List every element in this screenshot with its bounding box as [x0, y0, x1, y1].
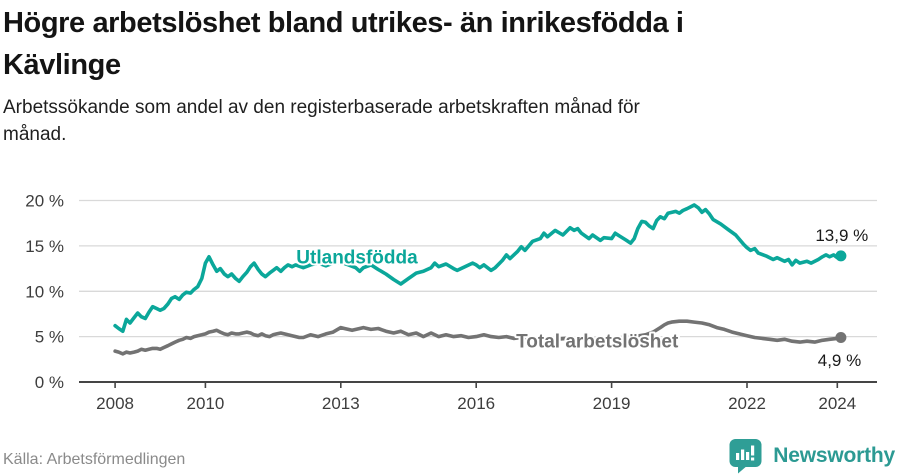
x-tick-label: 2019	[593, 394, 631, 413]
x-tick-label: 2013	[322, 394, 360, 413]
chart-header: Högre arbetslöshet bland utrikes- än inr…	[3, 2, 883, 148]
series-label-total: Total arbetslöshet	[516, 332, 679, 353]
y-tick-label: 20 %	[25, 192, 64, 211]
series-line-utlandsfodda	[113, 203, 843, 334]
series-label-utlandsfodda: Utlandsfödda	[296, 247, 418, 268]
y-tick-label: 10 %	[25, 282, 64, 301]
series-line-total	[113, 319, 843, 356]
page-title: Högre arbetslöshet bland utrikes- än inr…	[3, 2, 883, 86]
x-tick-label: 2008	[96, 394, 134, 413]
y-tick-label: 5 %	[35, 328, 64, 347]
x-tick-label: 2016	[457, 394, 495, 413]
newsworthy-logo[interactable]: Newsworthy	[728, 438, 895, 474]
source-label: Källa: Arbetsförmedlingen	[3, 451, 186, 468]
newsworthy-logo-icon	[729, 439, 762, 474]
page-title-line-1: Högre arbetslöshet bland utrikes- än inr…	[3, 7, 684, 39]
chart-subtitle-line-2: månad.	[3, 124, 67, 145]
series-end-dot-utlandsfodda	[835, 250, 847, 262]
x-tick-label: 2010	[186, 394, 224, 413]
y-tick-label: 15 %	[25, 237, 64, 256]
page-title-line-2: Kävlinge	[3, 49, 121, 81]
y-tick-label: 0 %	[35, 373, 64, 392]
chart-subtitle-line-1: Arbetssökande som andel av den registerb…	[3, 97, 640, 118]
x-tick-label: 2022	[728, 394, 766, 413]
x-tick-label: 2024	[818, 394, 856, 413]
newsworthy-brand-text: Newsworthy	[773, 444, 895, 467]
end-value-label-utlandsfodda: 13,9 %	[815, 226, 868, 245]
series-end-dot-total	[835, 332, 847, 343]
end-value-label-total: 4,9 %	[818, 351, 861, 370]
chart-subtitle: Arbetssökande som andel av den registerb…	[3, 94, 883, 148]
